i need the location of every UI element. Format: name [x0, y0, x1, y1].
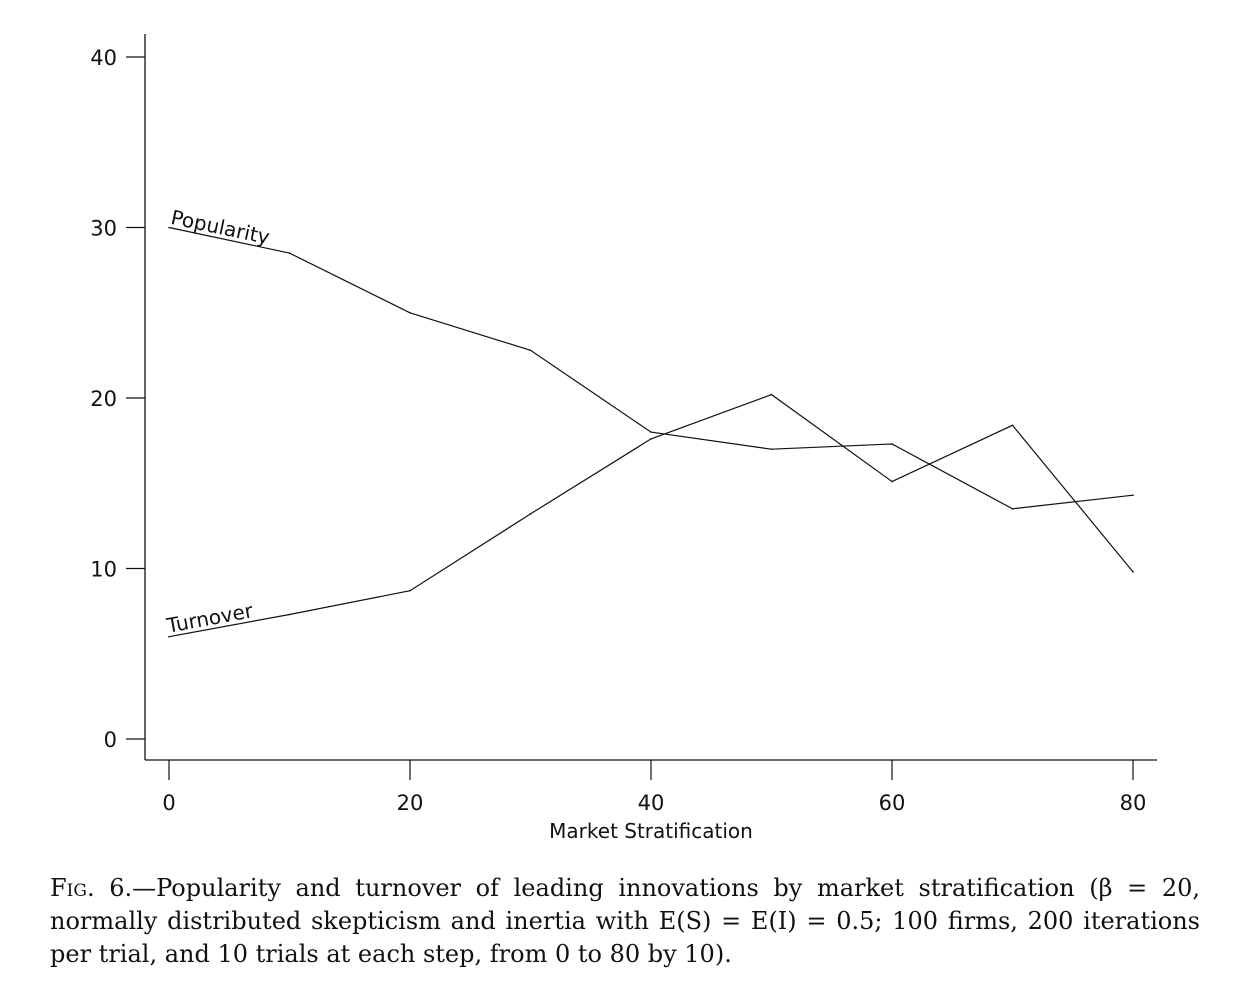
- data-point-popularity: [409, 311, 411, 314]
- data-point-popularity: [891, 443, 893, 445]
- data-point-turnover: [891, 480, 893, 483]
- figure-caption: Fig. 6.—Popularity and turnover of leadi…: [50, 872, 1200, 971]
- y-tick-label: 0: [104, 728, 117, 752]
- series-line-turnover: [168, 393, 1134, 638]
- y-tick-label: 40: [90, 46, 117, 70]
- axes: [144, 34, 1157, 761]
- data-point-turnover: [1011, 424, 1014, 427]
- figure-tag: Fig. 6.: [50, 874, 133, 902]
- ticks: 0 10 20 30 40 0 20 40 60 80: [90, 46, 1146, 815]
- data-point-turnover: [529, 513, 532, 515]
- series-labels: Popularity Turnover: [164, 205, 272, 638]
- y-tick-label: 20: [90, 387, 117, 411]
- data-point-popularity: [770, 448, 773, 450]
- data-point-popularity: [529, 349, 532, 352]
- x-tick-label: 0: [162, 791, 175, 815]
- chart: 0 10 20 30 40 0 20 40 60 80 Popularity Turnover Ma…: [90, 34, 1157, 843]
- x-axis-title: Market Stratification: [549, 819, 753, 843]
- data-point-popularity: [1132, 494, 1134, 496]
- data-point-turnover: [288, 613, 291, 616]
- data-point-turnover: [1132, 571, 1134, 573]
- data-point-turnover: [168, 635, 170, 638]
- series-line-popularity: [168, 226, 1134, 510]
- series-lines: [168, 226, 1134, 638]
- data-point-turnover: [650, 438, 652, 440]
- data-point-popularity: [1011, 508, 1014, 510]
- x-tick-label: 40: [638, 791, 665, 815]
- data-point-popularity: [168, 226, 170, 229]
- data-point-turnover: [770, 393, 773, 396]
- caption-text: —Popularity and turnover of leading inno…: [50, 874, 1200, 968]
- data-point-popularity: [650, 431, 652, 433]
- data-point-popularity: [288, 252, 291, 254]
- series-label-popularity: Popularity: [169, 205, 272, 249]
- y-tick-label: 30: [90, 217, 117, 241]
- series-label-turnover: Turnover: [164, 598, 256, 638]
- data-point-turnover: [409, 589, 411, 592]
- y-tick-label: 10: [90, 558, 117, 582]
- x-tick-label: 20: [397, 791, 424, 815]
- x-tick-label: 80: [1120, 791, 1147, 815]
- x-tick-label: 60: [879, 791, 906, 815]
